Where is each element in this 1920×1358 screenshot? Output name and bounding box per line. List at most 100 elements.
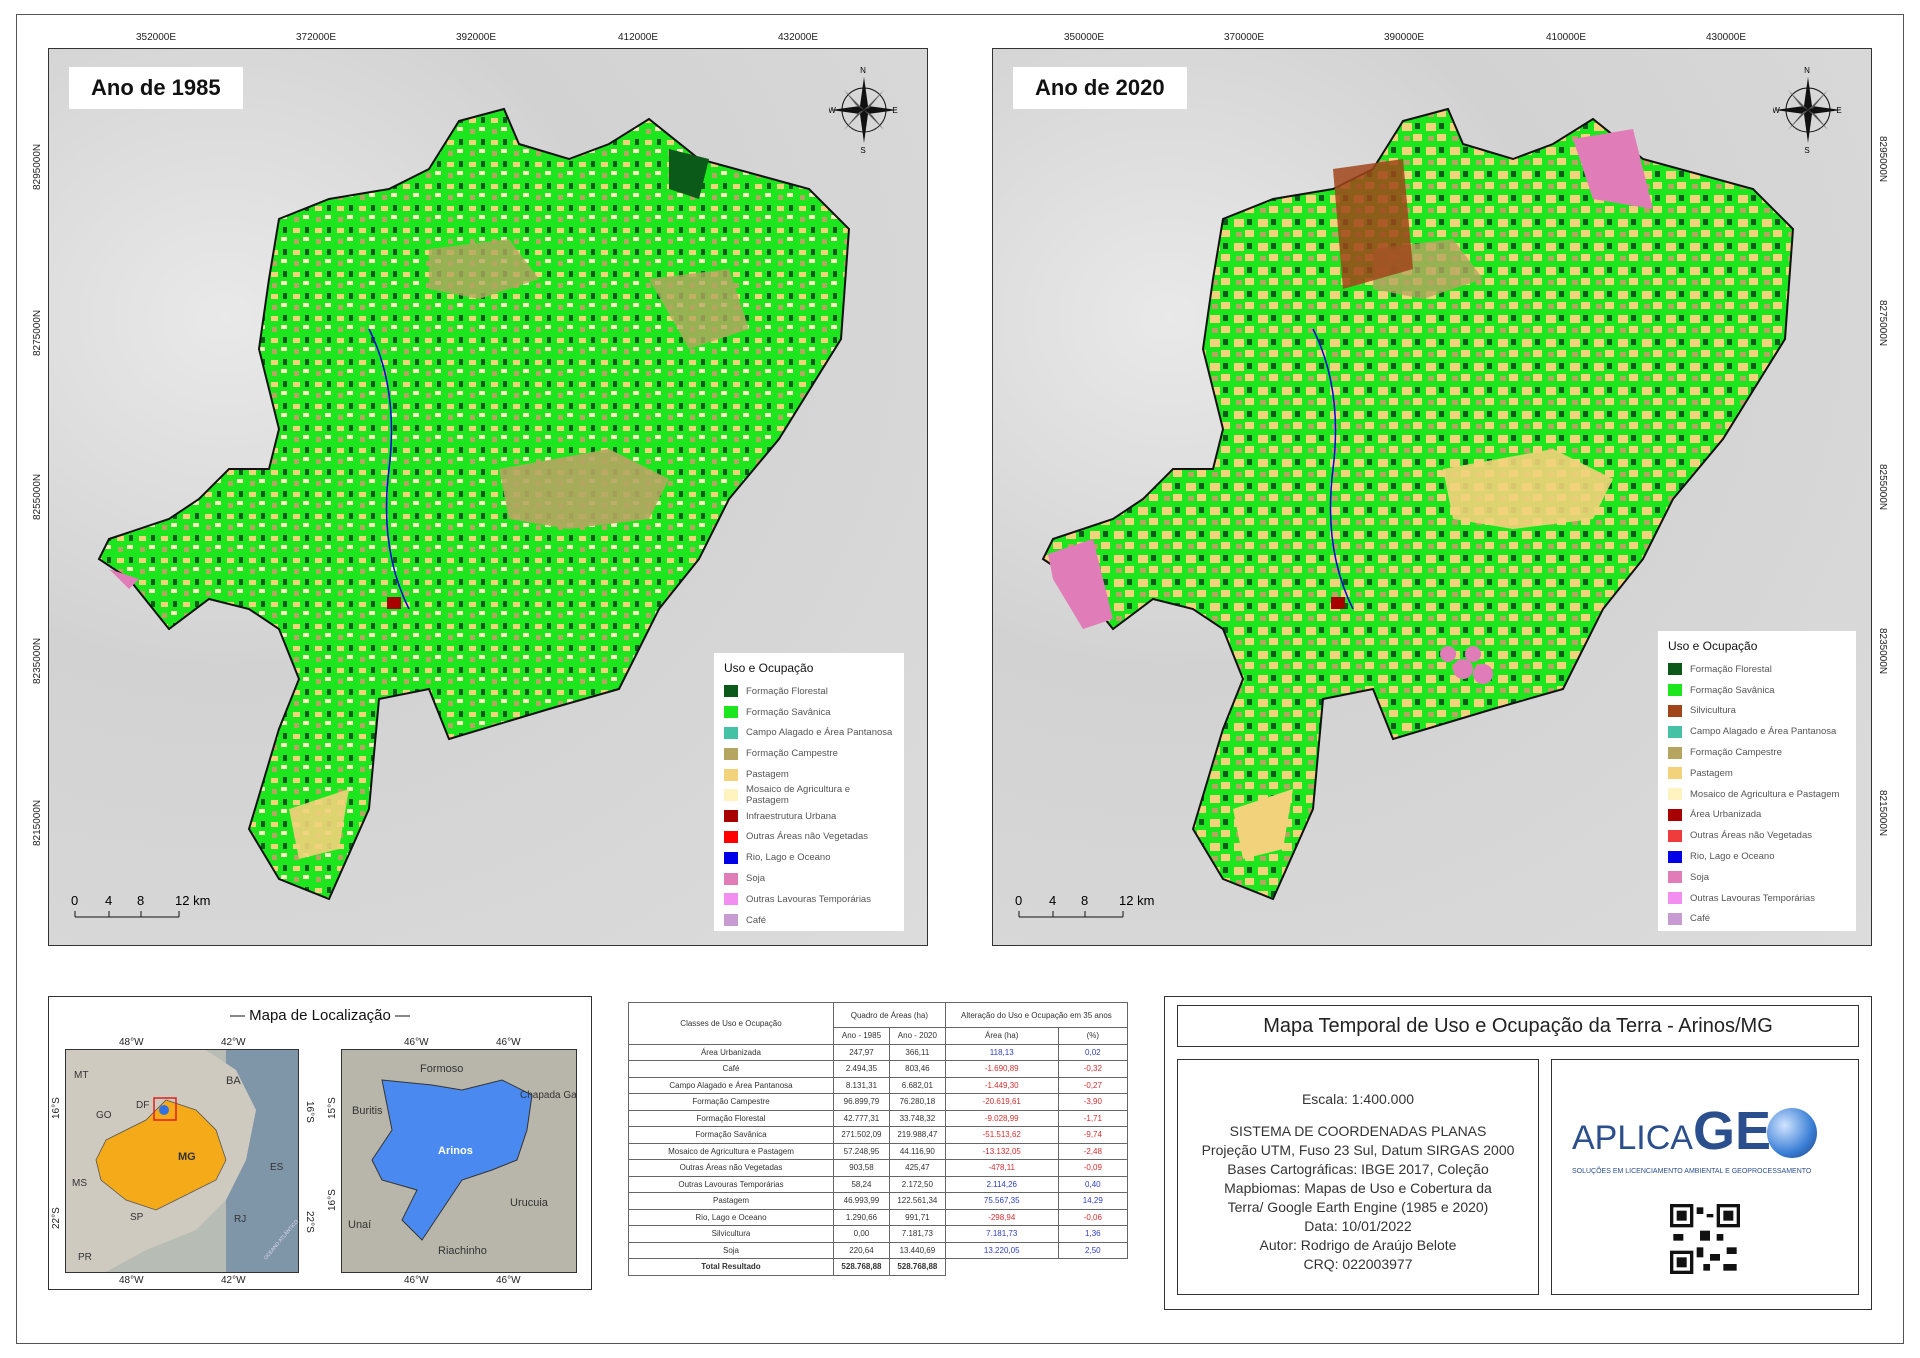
compass-west: W	[1773, 106, 1780, 115]
table-row: Campo Alagado e Área Pantanosa 8.131,31 6.…	[628, 1076, 1129, 1094]
map-2020[interactable]: Ano de 2020 N S E W 0 4 8 12 km	[992, 48, 1872, 946]
scale-label: 0	[1015, 893, 1022, 908]
municipality-label: Arinos	[438, 1145, 473, 1157]
main-title: Mapa Temporal de Uso e Ocupação da Terra…	[1177, 1005, 1859, 1047]
logo-text-1: APLICA	[1572, 1119, 1693, 1157]
side-coord: 8215000N	[32, 799, 43, 846]
legend-label: Formação Campestre	[746, 748, 838, 760]
legend-swatch	[724, 830, 738, 843]
total-2020: 528.768,88	[888, 1258, 946, 1276]
sub-header-1985: Ano - 1985	[833, 1027, 890, 1045]
qr-code-icon[interactable]	[1670, 1204, 1740, 1274]
side-coord: 8235000N	[1877, 628, 1888, 675]
change-pct-cell: -3,90	[1057, 1093, 1129, 1111]
legend-label: Soja	[746, 873, 766, 885]
col-header-class: Classes de Uso e Ocupação	[628, 1002, 834, 1045]
info-text-box: Escala: 1:400.000 SISTEMA DE COORDENADAS…	[1177, 1059, 1539, 1295]
class-cell: Mosaico de Agricultura e Pastagem	[628, 1142, 834, 1160]
legend-item: Formação Florestal	[724, 681, 894, 702]
municipality-label: Chapada Gaúcha	[520, 1090, 576, 1101]
legend-swatch	[1668, 684, 1682, 697]
legend-swatch	[724, 851, 738, 864]
legend-swatch	[1668, 788, 1682, 801]
legend-item: Soja	[1668, 867, 1846, 888]
info-lines: SISTEMA DE COORDENADAS PLANAS Projeção UT…	[1178, 1122, 1538, 1274]
top-coord: 372000E	[296, 32, 337, 43]
scale-label: 8	[137, 893, 144, 908]
table-row: Silvicultura 0,00 7.181,73 7.181,73 1,36	[628, 1225, 1129, 1243]
lon-label: 42°W	[221, 1037, 246, 1048]
side-coord: 8255000N	[1877, 464, 1888, 511]
legend-label: Mosaico de Agricultura e Pastagem	[1690, 788, 1840, 800]
col-header-change: Alteração do Uso e Ocupação em 35 anos	[944, 1002, 1129, 1028]
change-pct-cell: 0,02	[1057, 1043, 1129, 1061]
municipality-label: Urucuia	[510, 1197, 549, 1209]
legend-label: Café	[746, 914, 767, 926]
legend-item: Rio, Lago e Oceano	[724, 847, 894, 868]
area-1985-cell: 46.993,99	[833, 1192, 890, 1210]
side-coord: 8275000N	[1877, 300, 1888, 347]
area-1985-cell: 58,24	[833, 1175, 890, 1193]
lon-label: 46°W	[404, 1037, 429, 1048]
state-label: GO	[96, 1110, 112, 1121]
legend-swatch	[724, 914, 738, 927]
change-area-cell: -298,94	[944, 1208, 1059, 1226]
state-label: RJ	[234, 1214, 246, 1225]
legend-swatch	[1668, 746, 1682, 759]
area-1985-cell: 1.290,66	[833, 1208, 890, 1226]
legend-label: Pastagem	[746, 769, 789, 781]
legend-item: Rio, Lago e Oceano	[1668, 846, 1846, 867]
municipality-inset-map[interactable]: Formoso Chapada Gaúcha Buritis Arinos Ur…	[341, 1049, 577, 1273]
legend-label: Outras Áreas não Vegetadas	[746, 831, 868, 843]
legend-label: Campo Alagado e Área Pantanosa	[746, 727, 893, 739]
legend-label: Soja	[1690, 871, 1710, 883]
class-cell: Outras Áreas não Vegetadas	[628, 1159, 834, 1177]
legend-item: Outras Áreas não Vegetadas	[724, 827, 894, 848]
legend-label: Campo Alagado e Área Pantanosa	[1690, 726, 1837, 738]
side-coord: 8295000N	[32, 143, 43, 190]
scale-label: 12 km	[175, 893, 210, 908]
legend-swatch	[1668, 912, 1682, 925]
col-header-areas: Quadro de Áreas (ha)	[833, 1002, 946, 1028]
change-pct-cell: 1,36	[1057, 1225, 1129, 1243]
change-area-cell: -13.132,05	[944, 1142, 1059, 1160]
area-1985-cell: 2.494,35	[833, 1060, 890, 1078]
legend-label: Silvicultura	[1690, 705, 1736, 717]
map-title: Ano de 1985	[69, 67, 243, 109]
change-pct-cell: -2,48	[1057, 1142, 1129, 1160]
top-coord: 352000E	[136, 32, 177, 43]
legend-label: Pastagem	[1690, 767, 1733, 779]
table-row: Mosaico de Agricultura e Pastagem 57.248,…	[628, 1142, 1129, 1160]
area-1985-cell: 57.248,95	[833, 1142, 890, 1160]
state-label: BA	[226, 1075, 241, 1087]
legend-swatch	[724, 810, 738, 823]
area-2020-cell: 425,47	[888, 1159, 946, 1177]
area-2020-cell: 2.172,50	[888, 1175, 946, 1193]
change-area-cell: -1.449,30	[944, 1076, 1059, 1094]
company-logo: APLICA GE	[1572, 1104, 1817, 1158]
total-1985: 528.768,88	[833, 1258, 890, 1276]
legend-item: Infraestrutura Urbana	[724, 806, 894, 827]
area-1985-cell: 8.131,31	[833, 1076, 890, 1094]
change-area-cell: -1.690,89	[944, 1060, 1059, 1078]
change-area-cell: 118,13	[944, 1043, 1059, 1061]
lon-label: 42°W	[221, 1275, 246, 1286]
scale-label: 4	[105, 893, 112, 908]
class-cell: Formação Florestal	[628, 1109, 834, 1127]
scale-label: 12 km	[1119, 893, 1154, 908]
legend-item: Café	[724, 910, 894, 931]
legend-swatch	[724, 789, 738, 802]
map-1985[interactable]: Ano de 1985 N S E W 0 4 8 12 km	[48, 48, 928, 946]
compass-rose-icon: N S E W	[828, 65, 899, 155]
legend-label: Formação Savânica	[746, 706, 831, 718]
legend-swatch	[1668, 767, 1682, 780]
legend-2020: Uso e Ocupação Formação Florestal Formaçã…	[1658, 631, 1856, 931]
legend-item: Mosaico de Agricultura e Pastagem	[724, 784, 894, 806]
scale-text: Escala: 1:400.000	[1301, 1091, 1415, 1107]
side-coord: 8255000N	[32, 473, 43, 520]
sub-header-pct: (%)	[1057, 1027, 1129, 1045]
brazil-inset-map[interactable]: MT GO DF BA MG ES MS SP RJ PR OCEANO ATL…	[65, 1049, 299, 1273]
legend-swatch	[724, 747, 738, 760]
compass-south: S	[860, 146, 865, 155]
legend-label: Outras Lavouras Temporárias	[1690, 892, 1815, 904]
